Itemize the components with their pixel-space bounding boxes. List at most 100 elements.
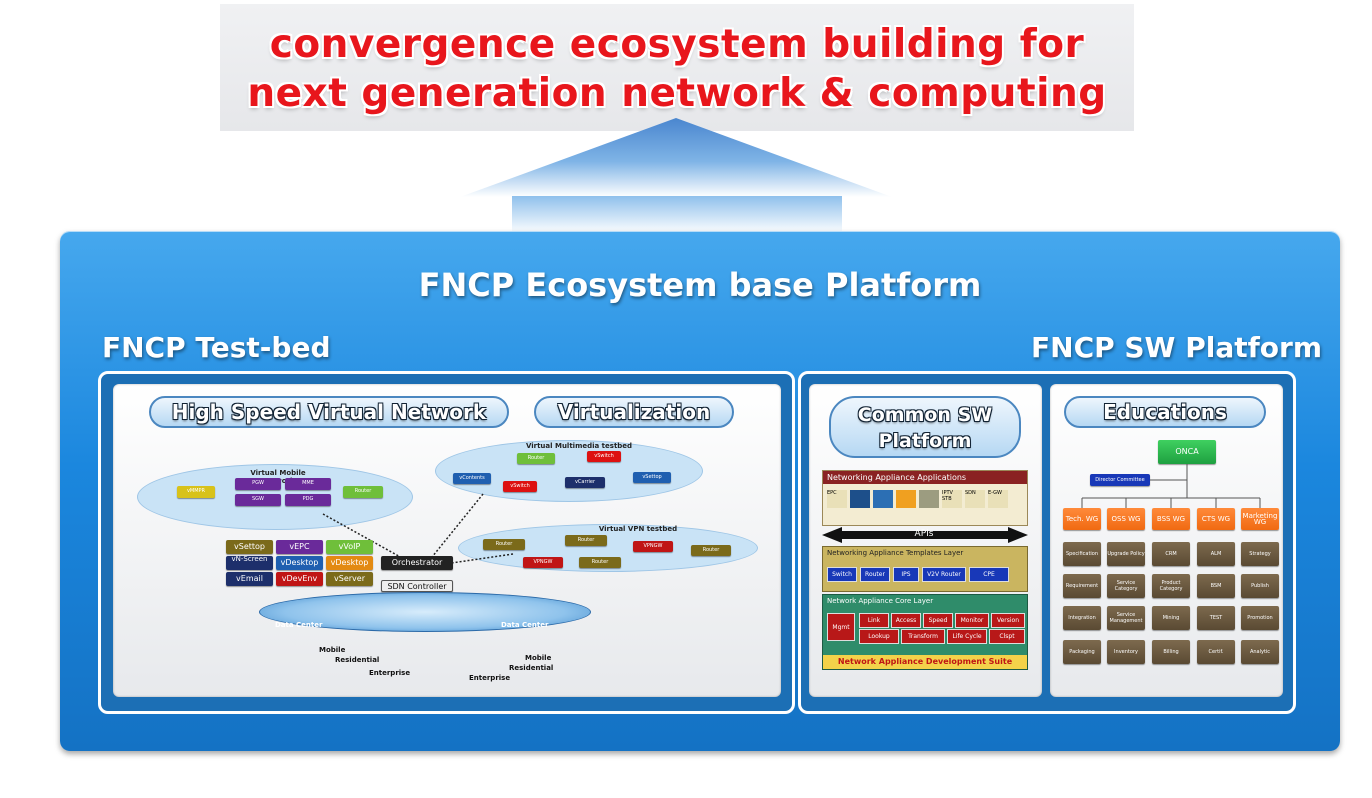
app-icon-3 [873, 490, 893, 508]
edu-cell: Promotion [1241, 606, 1279, 630]
wg-oss: OSS WG [1107, 508, 1145, 530]
wg-tech: Tech. WG [1063, 508, 1101, 530]
vpn-node-router-2: Router [565, 535, 607, 546]
template-router: Router [860, 567, 890, 582]
common-sw-line-1: Common SW [857, 404, 993, 426]
org-chart-lines [1081, 464, 1261, 508]
node-pdg: PDG [285, 494, 331, 506]
core-access: Access [891, 613, 921, 628]
mm-node-vsettop: vSettop [633, 472, 671, 483]
mm-node-vswitch-1: vSwitch [587, 451, 621, 462]
edu-cell: Integration [1063, 606, 1101, 630]
edge-enterprise-right: Enterprise [469, 674, 511, 682]
goal-line-2: next generation network & computing [247, 71, 1107, 116]
core-clspt: Clspt [989, 629, 1025, 644]
edu-cell: Inventory [1107, 640, 1145, 664]
pill-common-sw: Common SW Platform [829, 396, 1021, 458]
platform-title: FNCP Ecosystem base Platform [418, 266, 982, 304]
vpn-node-vpngw-2: VPNGW [523, 557, 563, 568]
edu-cell: Upgrade Policy [1107, 542, 1145, 566]
ecosystem-platform: FNCP Ecosystem base Platform FNCP Test-b… [60, 231, 1340, 751]
node-vmmpr: vMMPR [177, 486, 215, 498]
sdn-controller: SDN Controller [381, 580, 453, 592]
vpn-node-router-3: Router [579, 557, 621, 568]
node-mme: MME [285, 478, 331, 490]
vf-vvoip: vVoIP [326, 540, 373, 554]
template-ips: IPS [893, 567, 919, 582]
templates-row: Switch Router IPS V2V Router CPE [827, 567, 1009, 582]
datacenter-right: Data Center [501, 621, 549, 629]
mm-node-vswitch-2: vSwitch [503, 481, 537, 492]
edge-enterprise-left: Enterprise [369, 669, 411, 677]
sw-platform-title: FNCP SW Platform [1031, 331, 1322, 364]
dev-suite: Network Appliance Development Suite [823, 655, 1027, 669]
vpn-node-vpngw-1: VPNGW [633, 541, 673, 552]
core-link: Link [859, 613, 889, 628]
goal-banner: convergence ecosystem building for next … [220, 4, 1134, 131]
template-switch: Switch [827, 567, 857, 582]
edu-cell: ALM [1197, 542, 1235, 566]
node-sgw: SGW [235, 494, 281, 506]
multimedia-cloud [435, 440, 703, 502]
sw-platform-frame: Common SW Platform Networking Appliance … [798, 371, 1296, 714]
app-icon-2 [850, 490, 870, 508]
core-lookup: Lookup [859, 629, 899, 644]
edu-cell: Service Category [1107, 574, 1145, 598]
app-icon-sdn: SDN [965, 490, 985, 508]
edu-cell: TEST [1197, 606, 1235, 630]
core-transform: Transform [901, 629, 945, 644]
vpn-node-router-4: Router [691, 545, 731, 556]
mm-node-router: Router [517, 453, 555, 464]
core-speed: Speed [923, 613, 953, 628]
pill-high-speed-network: High Speed Virtual Network [149, 396, 509, 428]
apis-label: APIs [914, 529, 934, 539]
apis-arrow [822, 527, 1028, 543]
edu-cell: Requirement [1063, 574, 1101, 598]
edge-residential-right: Residential [509, 664, 554, 672]
pill-virtualization: Virtualization [534, 396, 734, 428]
edge-mobile-right: Mobile [525, 654, 552, 662]
common-sw-panel: Common SW Platform Networking Appliance … [809, 384, 1042, 697]
vf-vdesktop-1: vDesktop [276, 556, 323, 570]
vpn-cloud-title: Virtual VPN testbed [598, 525, 678, 533]
edu-cell: Publish [1241, 574, 1279, 598]
vf-vserver: vServer [326, 572, 373, 586]
vpn-node-router-1: Router [483, 539, 525, 550]
testbed-title: FNCP Test-bed [102, 331, 331, 364]
vf-vemail: vEmail [226, 572, 273, 586]
vf-vnscreen: vN-Screen [226, 556, 273, 570]
testbed-frame: High Speed Virtual Network Virtualizatio… [98, 371, 795, 714]
pill-educations: Educations [1064, 396, 1266, 428]
node-pgw: PGW [235, 478, 281, 490]
vf-vsettop: vSettop [226, 540, 273, 554]
data-center-ring [259, 592, 591, 632]
edge-residential-left: Residential [335, 656, 380, 664]
template-cpe: CPE [969, 567, 1009, 582]
app-icon-4 [896, 490, 916, 508]
testbed-panel: High Speed Virtual Network Virtualizatio… [113, 384, 781, 697]
apps-icons: EPC IPTV STB SDN E-GW [823, 484, 1027, 514]
wg-cts: CTS WG [1197, 508, 1235, 530]
edu-cell: Product Category [1152, 574, 1190, 598]
core-title: Network Appliance Core Layer [827, 597, 934, 605]
wg-marketing: Marketing WG [1241, 508, 1279, 530]
wg-bss: BSS WG [1152, 508, 1190, 530]
datacenter-left: Data Center [275, 621, 323, 629]
node-router: Router [343, 486, 383, 498]
edu-cell: Certif. [1197, 640, 1235, 664]
template-v2v-router: V2V Router [922, 567, 966, 582]
vf-vdevenv: vDevEnv [276, 572, 323, 586]
goal-line-1: convergence ecosystem building for [269, 22, 1085, 67]
multimedia-cloud-title: Virtual Multimedia testbed [525, 442, 633, 450]
common-sw-line-2: Platform [878, 430, 972, 452]
edu-cell: Mining [1152, 606, 1190, 630]
mm-node-vcarrier: vCarrier [565, 477, 605, 488]
vf-vepc: vEPC [276, 540, 323, 554]
app-icon-epc: EPC [827, 490, 847, 508]
edu-cell: CRM [1152, 542, 1190, 566]
core-mgmt: Mgmt [827, 613, 855, 641]
templates-title: Networking Appliance Templates Layer [827, 549, 964, 557]
apps-title: Networking Appliance Applications [823, 471, 1027, 484]
templates-layer: Networking Appliance Templates Layer Swi… [822, 546, 1028, 592]
edu-cell: Specification [1063, 542, 1101, 566]
